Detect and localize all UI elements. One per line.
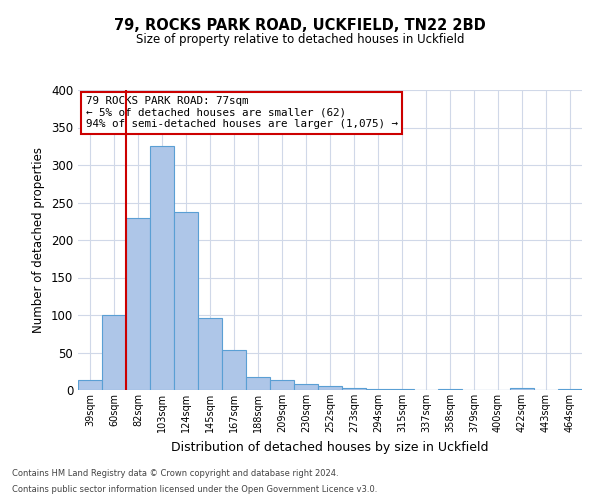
Bar	[342, 388, 366, 390]
Text: 79, ROCKS PARK ROAD, UCKFIELD, TN22 2BD: 79, ROCKS PARK ROAD, UCKFIELD, TN22 2BD	[114, 18, 486, 32]
Text: 79 ROCKS PARK ROAD: 77sqm
← 5% of detached houses are smaller (62)
94% of semi-d: 79 ROCKS PARK ROAD: 77sqm ← 5% of detach…	[86, 96, 398, 129]
Bar	[270, 380, 294, 390]
Text: Contains public sector information licensed under the Open Government Licence v3: Contains public sector information licen…	[12, 485, 377, 494]
Bar	[174, 212, 198, 390]
Bar	[390, 388, 414, 390]
Bar	[366, 388, 390, 390]
Bar	[102, 315, 126, 390]
Bar	[438, 388, 462, 390]
Bar	[246, 378, 270, 390]
Bar	[318, 386, 342, 390]
Bar	[294, 384, 318, 390]
Text: Contains HM Land Registry data © Crown copyright and database right 2024.: Contains HM Land Registry data © Crown c…	[12, 468, 338, 477]
Bar	[510, 388, 534, 390]
Bar	[558, 388, 582, 390]
Y-axis label: Number of detached properties: Number of detached properties	[32, 147, 46, 333]
Bar	[78, 380, 102, 390]
Text: Size of property relative to detached houses in Uckfield: Size of property relative to detached ho…	[136, 32, 464, 46]
X-axis label: Distribution of detached houses by size in Uckfield: Distribution of detached houses by size …	[171, 440, 489, 454]
Bar	[126, 218, 150, 390]
Bar	[222, 350, 246, 390]
Bar	[150, 146, 174, 390]
Bar	[198, 318, 222, 390]
